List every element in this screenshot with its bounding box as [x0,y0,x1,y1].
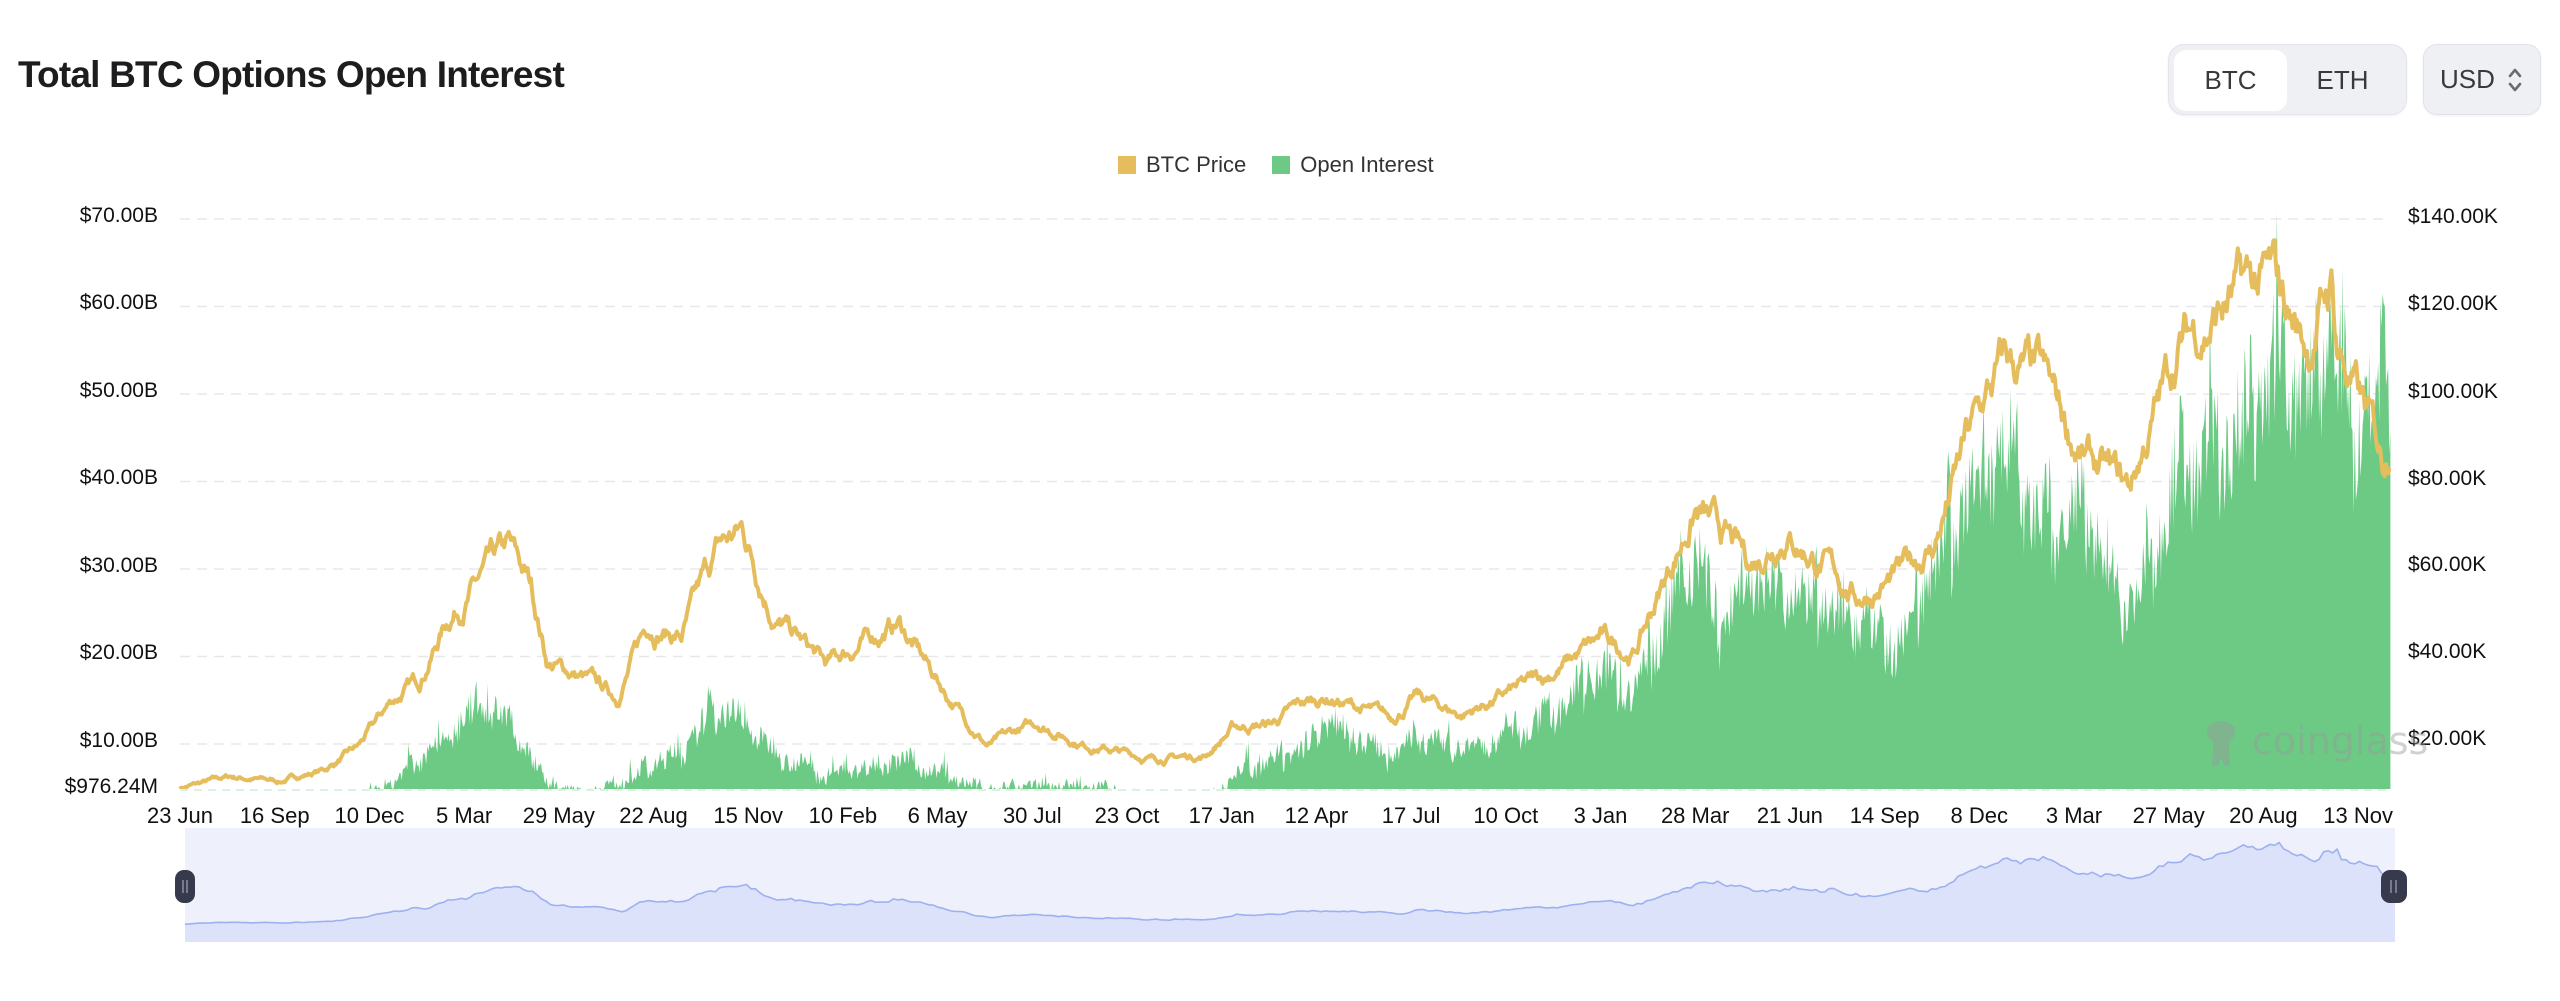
x-tick-label: 10 Dec [334,803,405,828]
slider-handle-right[interactable] [2381,870,2407,903]
y-right-tick: $120.00K [2408,292,2498,315]
x-tick-label: 28 Mar [1660,803,1730,828]
x-tick-label: 14 Sep [1849,803,1920,828]
y-left-tick: $40.00B [79,466,158,489]
btc-price-line [178,238,2392,791]
y-right-tick: $20.00K [2408,727,2487,750]
x-tick-label: 6 May [907,803,968,828]
y-left-tick: $30.00B [79,554,158,577]
asset-option-btc[interactable]: BTC [2174,50,2287,111]
x-tick-label: 3 Mar [2045,803,2103,828]
legend-item-btc-price[interactable]: BTC Price [1118,152,1246,178]
x-tick-label: 17 Jan [1188,803,1255,828]
x-tick-label: 23 Jun [146,803,214,828]
legend-item-open-interest[interactable]: Open Interest [1272,152,1434,178]
x-tick-label: 20 Aug [2229,803,2298,828]
x-tick-label: 17 Jul [1381,803,1441,828]
y-left-tick: $70.00B [79,204,158,227]
coinglass-watermark: coinglass [2207,719,2428,766]
y-left-tick: $60.00B [79,291,158,314]
currency-select[interactable]: USD [2423,44,2541,115]
legend-swatch-open-interest [1272,156,1291,174]
currency-select-value: USD [2440,64,2495,94]
coinglass-logo-icon [2207,721,2235,766]
x-tick-label: 22 Aug [619,803,688,828]
legend-label-open-interest: Open Interest [1300,152,1434,177]
y-right-tick: $80.00K [2408,467,2487,490]
x-tick-label: 23 Oct [1094,803,1160,828]
chevron-up-down-icon [2507,65,2523,95]
y-left-tick: $10.00B [79,729,158,752]
x-tick-label: 10 Oct [1473,803,1539,828]
legend-swatch-btc-price [1118,156,1136,174]
x-tick-label: 21 Jun [1756,803,1823,828]
x-tick-label: 15 Nov [713,803,784,828]
datazoom-mini-line [184,841,2396,925]
open-interest-area [180,211,2391,789]
y-left-tick: $20.00B [79,641,158,664]
y-left-tick: $50.00B [79,379,158,402]
y-right-tick: $140.00K [2408,205,2498,228]
x-tick-label: 3 Jan [1573,803,1628,828]
x-tick-label: 16 Sep [239,803,310,828]
x-tick-label: 13 Nov [2323,803,2393,828]
legend-label-btc-price: BTC Price [1146,152,1247,177]
x-tick-label: 27 May [2132,803,2205,828]
svg-text:coinglass: coinglass [2252,719,2428,763]
chart-legend: BTC Price Open Interest [1118,150,1460,180]
asset-toggle: BTC ETH [2168,44,2407,115]
asset-option-eth[interactable]: ETH [2316,65,2369,95]
x-tick-label: 8 Dec [1950,803,2009,828]
x-tick-label: 10 Feb [808,803,878,828]
datazoom-mini-area [185,842,2395,942]
y-left-tick-min: $976.24M [64,775,158,798]
x-tick-label: 5 Mar [435,803,493,828]
slider-handle-left[interactable] [175,870,195,903]
y-right-tick: $100.00K [2408,380,2498,403]
y-right-tick: $60.00K [2408,553,2487,576]
y-right-tick: $40.00K [2408,640,2487,663]
x-tick-label: 30 Jul [1002,803,1062,828]
x-tick-label: 29 May [522,803,595,828]
x-tick-label: 12 Apr [1284,803,1349,828]
page-title: Total BTC Options Open Interest [18,54,565,95]
